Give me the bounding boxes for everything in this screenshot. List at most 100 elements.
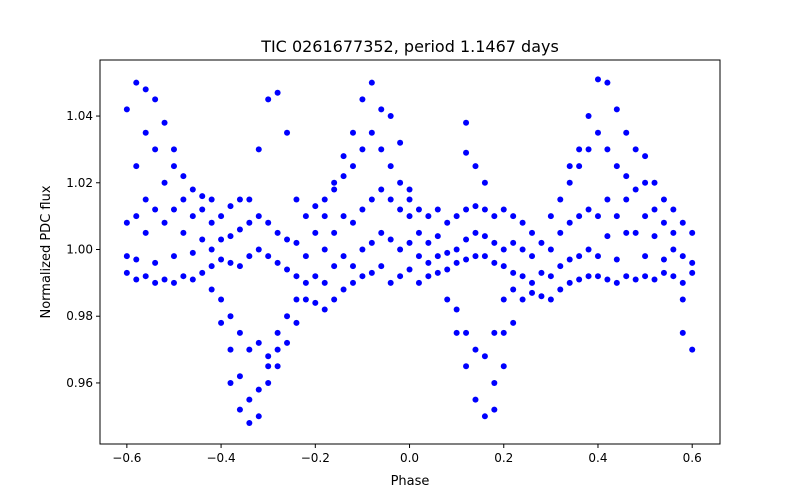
data-point [359, 146, 366, 153]
data-point [227, 313, 234, 320]
data-point [274, 346, 281, 353]
x-tick-label: 0.2 [494, 451, 513, 465]
chart-title: TIC 0261677352, period 1.1467 days [260, 37, 559, 56]
data-point [425, 239, 432, 246]
data-point [359, 96, 366, 103]
data-point [227, 259, 234, 266]
data-point [397, 273, 404, 280]
data-point [180, 273, 187, 280]
x-axis-label: Phase [391, 474, 430, 489]
data-point [321, 246, 328, 253]
data-point [472, 229, 479, 236]
data-point [170, 146, 177, 153]
data-point [642, 273, 649, 280]
x-tick-label: 0.4 [588, 451, 607, 465]
data-point [547, 213, 554, 220]
data-points [123, 76, 696, 426]
data-point [613, 279, 620, 286]
data-point [547, 246, 554, 253]
data-point [670, 273, 677, 280]
data-point [472, 163, 479, 170]
data-point [152, 206, 159, 213]
data-point [632, 276, 639, 283]
data-point [547, 296, 554, 303]
data-point [651, 179, 658, 186]
data-point [651, 276, 658, 283]
data-point [265, 353, 272, 360]
y-tick-label: 0.96 [66, 376, 93, 390]
data-point [161, 119, 168, 126]
data-point [529, 229, 536, 236]
data-point [453, 259, 460, 266]
data-point [284, 339, 291, 346]
data-point [670, 229, 677, 236]
data-point [660, 269, 667, 276]
data-point [331, 296, 338, 303]
data-point [576, 146, 583, 153]
data-point [227, 203, 234, 210]
data-point [265, 379, 272, 386]
data-point [463, 236, 470, 243]
data-point [189, 213, 196, 220]
data-point [510, 286, 517, 293]
data-point [415, 253, 422, 260]
data-point [133, 163, 140, 170]
data-point [623, 273, 630, 280]
data-point [349, 263, 356, 270]
data-point [397, 139, 404, 146]
data-point [689, 229, 696, 236]
data-point [284, 129, 291, 136]
data-point [208, 286, 215, 293]
data-point [312, 229, 319, 236]
data-point [434, 233, 441, 240]
data-point [161, 179, 168, 186]
data-point [284, 236, 291, 243]
data-point [255, 339, 262, 346]
data-point [642, 179, 649, 186]
data-point [340, 286, 347, 293]
data-point [623, 229, 630, 236]
x-tick-label: −0.6 [112, 451, 141, 465]
data-point [613, 163, 620, 170]
data-point [642, 253, 649, 260]
data-point [566, 279, 573, 286]
data-point [415, 206, 422, 213]
data-point [255, 213, 262, 220]
data-point [349, 129, 356, 136]
data-point [679, 219, 686, 226]
data-point [255, 146, 262, 153]
data-point [255, 246, 262, 253]
data-point [679, 279, 686, 286]
data-point [152, 96, 159, 103]
data-point [387, 113, 394, 120]
data-point [613, 256, 620, 263]
data-point [576, 276, 583, 283]
data-point [500, 246, 507, 253]
data-point [557, 229, 564, 236]
data-point [378, 146, 385, 153]
data-point [236, 226, 243, 233]
data-point [199, 193, 206, 200]
data-point [302, 213, 309, 220]
data-point [642, 213, 649, 220]
data-point [302, 253, 309, 260]
data-point [538, 269, 545, 276]
data-point [265, 96, 272, 103]
data-point [189, 249, 196, 256]
x-tick-label: −0.2 [301, 451, 330, 465]
data-point [491, 259, 498, 266]
data-point [453, 213, 460, 220]
data-point [425, 259, 432, 266]
data-point [491, 329, 498, 336]
data-point [463, 149, 470, 156]
data-point [529, 279, 536, 286]
data-point [284, 266, 291, 273]
data-point [199, 236, 206, 243]
data-point [689, 259, 696, 266]
data-point [387, 196, 394, 203]
data-point [557, 196, 564, 203]
data-point [246, 419, 253, 426]
data-point [481, 233, 488, 240]
data-point [133, 256, 140, 263]
